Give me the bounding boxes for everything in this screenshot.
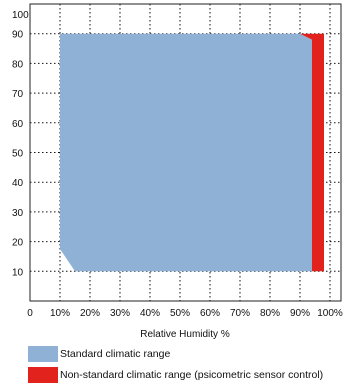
x-tick-label: 80% (260, 308, 280, 319)
nonstandard-range-area (300, 33, 324, 272)
y-tick-label: 100 (12, 10, 29, 21)
x-tick-label: 30% (110, 308, 130, 319)
legend-label-standard: Standard climatic range (60, 348, 171, 360)
y-tick-label: 60 (12, 119, 24, 130)
y-tick-label: 10 (12, 267, 24, 278)
x-tick-label: 40% (140, 308, 160, 319)
x-axis-title: Relative Humidity % (140, 329, 230, 340)
x-tick-label: 50% (170, 308, 190, 319)
y-tick-label: 20 (12, 238, 24, 249)
x-tick-label: 100% (317, 308, 343, 319)
legend-label-nonstandard: Non-standard climatic range (psicometric… (60, 369, 324, 381)
x-tick-label: 10% (50, 308, 70, 319)
x-tick-label: 0 (27, 308, 33, 319)
legend-swatch-standard (28, 346, 58, 362)
y-tick-label: 30 (12, 208, 24, 219)
x-axis-ticks: 0 10% 20% 30% 40% 50% 60% 70% 80% 90% 100% (27, 308, 343, 319)
x-tick-label: 20% (80, 308, 100, 319)
legend-item-nonstandard: Non-standard climatic range (psicometric… (28, 367, 323, 383)
range-areas (60, 33, 324, 272)
y-axis-ticks: 10 20 30 40 50 60 70 80 90 100 (12, 10, 29, 278)
y-tick-label: 70 (12, 89, 24, 100)
legend-item-standard: Standard climatic range (28, 346, 170, 362)
standard-range-area (60, 33, 312, 272)
x-tick-label: 90% (290, 308, 310, 319)
y-tick-label: 40 (12, 178, 24, 189)
x-tick-label: 60% (200, 308, 220, 319)
y-tick-label: 80 (12, 59, 24, 70)
legend-swatch-nonstandard (28, 367, 58, 383)
x-tick-label: 70% (230, 308, 250, 319)
y-tick-label: 50 (12, 149, 24, 160)
y-tick-label: 90 (12, 30, 24, 41)
